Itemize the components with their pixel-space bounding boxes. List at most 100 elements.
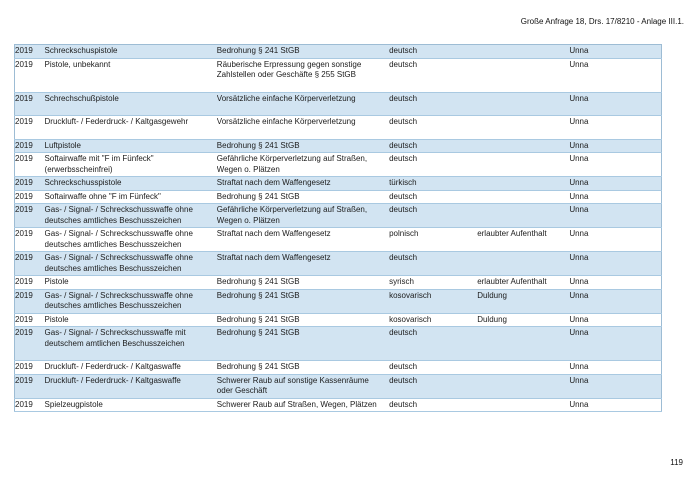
cell-residence-status bbox=[477, 398, 569, 412]
table-row: 2019 Gas- / Signal- / Schreckschusswaffe … bbox=[14, 227, 662, 252]
cell-residence-status bbox=[477, 374, 569, 398]
cell-year: 2019 bbox=[15, 290, 33, 300]
cell-year: 2019 bbox=[15, 178, 33, 187]
cell-year: 2019 bbox=[15, 46, 33, 55]
cell-weapon: Schreckschuspistole bbox=[44, 46, 118, 55]
cell-nationality: kosovarisch bbox=[389, 314, 432, 324]
cell-nationality: deutsch bbox=[389, 253, 418, 262]
cell-residence-status bbox=[477, 45, 569, 59]
table-row: 2019 Schrechschußpistole Vorsätzliche einf… bbox=[14, 92, 662, 116]
cell-residence-status bbox=[477, 153, 569, 177]
cell-weapon: Gas- / Signal- / Schreckschusswaffe ohne… bbox=[44, 229, 193, 249]
cell-offense: Straftat nach dem Waffengesetz bbox=[216, 253, 331, 262]
cell-year: 2019 bbox=[15, 154, 33, 163]
cell-city: Unna bbox=[569, 229, 589, 238]
table-row: 2019 Spielzeugpistole Schwerer Raub auf St… bbox=[14, 398, 662, 412]
cell-year: 2019 bbox=[15, 140, 33, 150]
cell-city: Unna bbox=[569, 290, 589, 300]
cell-nationality: deutsch bbox=[389, 362, 418, 371]
cell-weapon: Pistole bbox=[44, 277, 69, 286]
cell-year: 2019 bbox=[15, 253, 33, 262]
table-row: 2019 Gas- / Signal- / Schreckschusswaffe … bbox=[14, 289, 662, 313]
cell-city: Unna bbox=[569, 253, 589, 262]
cell-weapon: Softairwaffe ohne "F im Fünfeck" bbox=[44, 191, 161, 201]
cell-residence-status: erlaubter Aufenthalt bbox=[477, 229, 547, 238]
cell-nationality: syrisch bbox=[389, 277, 414, 286]
cell-offense: Bedrohung § 241 StGB bbox=[216, 314, 300, 324]
cell-year: 2019 bbox=[15, 59, 33, 69]
cell-offense: Gefährliche Körperverletzung auf Straßen… bbox=[216, 205, 368, 225]
cell-weapon: Druckluft- / Federdruck- / Kaltgasgewehr bbox=[44, 117, 189, 126]
cell-year: 2019 bbox=[15, 399, 33, 409]
cell-nationality: deutsch bbox=[389, 205, 418, 214]
cell-weapon: Gas- / Signal- / Schreckschusswaffe ohne… bbox=[44, 205, 193, 225]
cell-nationality: polnisch bbox=[389, 229, 419, 238]
cell-residence-status: Duldung bbox=[477, 314, 507, 324]
cell-offense: Vorsätzliche einfache Körperverletzung bbox=[216, 93, 356, 103]
cell-offense: Räuberische Erpressung gegen sonstige Za… bbox=[216, 59, 362, 80]
cell-nationality: deutsch bbox=[389, 375, 418, 385]
cell-city: Unna bbox=[569, 277, 589, 286]
cell-weapon: Luftpistole bbox=[44, 140, 81, 150]
cell-year: 2019 bbox=[15, 314, 33, 324]
cell-weapon: Spielzeugpistole bbox=[44, 399, 103, 409]
cell-city: Unna bbox=[569, 178, 589, 187]
cell-city: Unna bbox=[569, 314, 589, 324]
cell-nationality: deutsch bbox=[389, 328, 418, 337]
cell-weapon: Gas- / Signal- / Schreckschusswaffe ohne… bbox=[44, 290, 193, 311]
cell-city: Unna bbox=[569, 399, 589, 409]
cell-offense: Schwerer Raub auf Straßen, Wegen, Plätze… bbox=[216, 399, 377, 409]
cell-weapon: Softairwaffe mit "F im Fünfeck" (erwerbs… bbox=[44, 154, 154, 174]
cell-year: 2019 bbox=[15, 277, 33, 286]
cell-offense: Bedrohung § 241 StGB bbox=[216, 328, 300, 337]
cell-weapon: Druckluft- / Federdruck- / Kaltgaswaffe bbox=[44, 362, 181, 371]
cell-year: 2019 bbox=[15, 117, 33, 126]
cell-nationality: deutsch bbox=[389, 46, 418, 55]
cell-residence-status bbox=[477, 327, 569, 361]
table-row: 2019 Pistole, unbekannt Räuberische Erpres… bbox=[14, 58, 662, 92]
cell-residence-status: erlaubter Aufenthalt bbox=[477, 277, 547, 286]
table-row: 2019 Gas- / Signal- / Schreckschusswaffe … bbox=[14, 203, 662, 228]
cell-offense: Bedrohung § 241 StGB bbox=[216, 362, 300, 371]
cell-nationality: deutsch bbox=[389, 93, 418, 103]
cell-year: 2019 bbox=[15, 362, 33, 371]
cell-city: Unna bbox=[569, 59, 589, 69]
cell-weapon: Druckluft- / Federdruck- / Kaltgaswaffe bbox=[44, 375, 181, 385]
cell-nationality: deutsch bbox=[389, 191, 418, 201]
cell-city: Unna bbox=[569, 154, 589, 163]
cell-city: Unna bbox=[569, 328, 589, 337]
cell-offense: Vorsätzliche einfache Körperverletzung bbox=[216, 117, 356, 126]
cell-weapon: Schrechschußpistole bbox=[44, 93, 119, 103]
cell-offense: Bedrohung § 241 StGB bbox=[216, 46, 300, 55]
cell-city: Unna bbox=[569, 205, 589, 214]
cell-residence-status bbox=[477, 252, 569, 276]
cell-year: 2019 bbox=[15, 328, 33, 337]
cell-nationality: deutsch bbox=[389, 59, 418, 69]
cell-year: 2019 bbox=[15, 93, 33, 103]
cell-city: Unna bbox=[569, 362, 589, 371]
table-row: 2019 Druckluft- / Federdruck- / Kaltgaswa… bbox=[14, 360, 662, 375]
cell-weapon: Gas- / Signal- / Schreckschusswaffe mit … bbox=[44, 328, 186, 348]
cell-offense: Gefährliche Körperverletzung auf Straßen… bbox=[216, 154, 368, 174]
document-reference: Große Anfrage 18, Drs. 17/8210 - Anlage … bbox=[520, 17, 684, 26]
cell-city: Unna bbox=[569, 191, 589, 201]
cell-residence-status bbox=[477, 190, 569, 204]
cell-nationality: deutsch bbox=[389, 117, 418, 126]
table-row: 2019 Druckluft- / Federdruck- / Kaltgasge… bbox=[14, 115, 662, 139]
cell-year: 2019 bbox=[15, 375, 33, 385]
cell-nationality: deutsch bbox=[389, 399, 418, 409]
cell-residence-status bbox=[477, 361, 569, 375]
cell-offense: Bedrohung § 241 StGB bbox=[216, 277, 300, 286]
cell-residence-status: Duldung bbox=[477, 290, 507, 300]
cell-residence-status bbox=[477, 58, 569, 92]
cell-residence-status bbox=[477, 92, 569, 116]
table-row: 2019 Druckluft- / Federdruck- / Kaltgaswa… bbox=[14, 374, 662, 398]
cell-year: 2019 bbox=[15, 191, 33, 201]
table-row: 2019 Softairwaffe ohne "F im Fünfeck" Bedr… bbox=[14, 190, 662, 204]
table-row: 2019 Pistole Bedrohung § 241 StGB kosovaris… bbox=[14, 313, 662, 327]
cell-offense: Bedrohung § 241 StGB bbox=[216, 140, 300, 150]
table-row: 2019 Schreckschusspistole Straftat nach de… bbox=[14, 176, 662, 190]
table-row: 2019 Schreckschuspistole Bedrohung § 241 S… bbox=[14, 44, 662, 59]
cell-offense: Bedrohung § 241 StGB bbox=[216, 191, 300, 201]
cell-weapon: Schreckschusspistole bbox=[44, 178, 122, 187]
